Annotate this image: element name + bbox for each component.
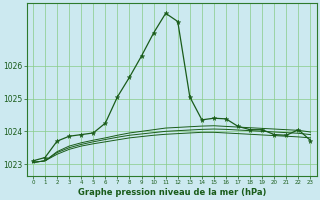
X-axis label: Graphe pression niveau de la mer (hPa): Graphe pression niveau de la mer (hPa)	[77, 188, 266, 197]
